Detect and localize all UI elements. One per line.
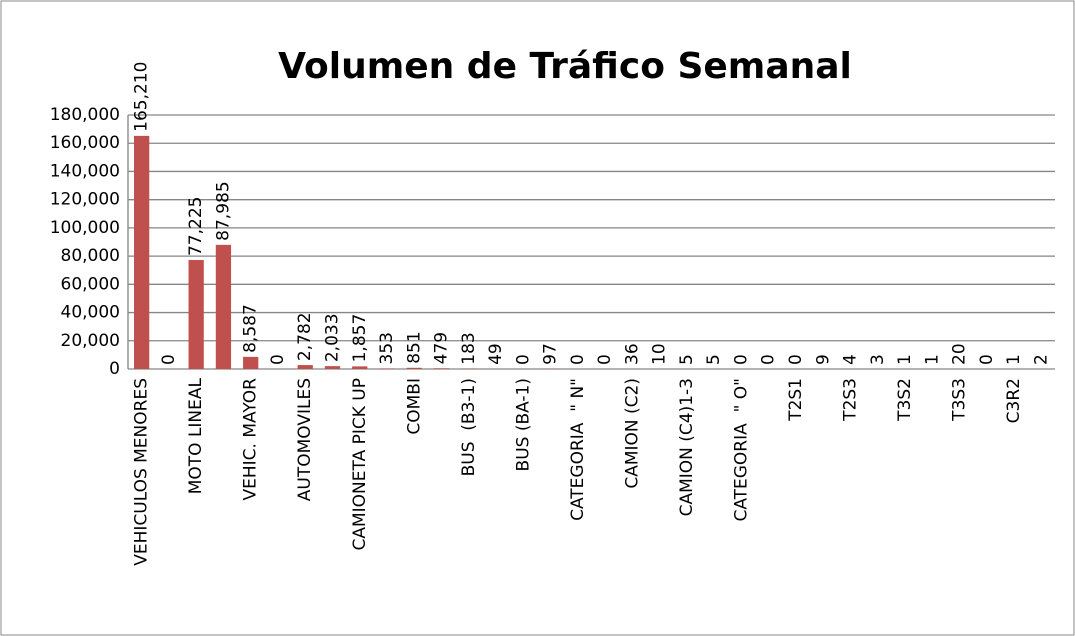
y-tick-label: 80,000 bbox=[61, 246, 120, 266]
data-label: 1 bbox=[895, 354, 915, 365]
data-label: 165,210 bbox=[132, 62, 152, 132]
data-label: 0 bbox=[786, 354, 806, 365]
data-label: 0 bbox=[595, 354, 615, 365]
data-label: 183 bbox=[459, 332, 479, 364]
x-tick-label: T2S3 bbox=[841, 378, 861, 422]
data-label: 77,225 bbox=[186, 197, 206, 256]
data-label: 0 bbox=[977, 354, 997, 365]
data-label: 0 bbox=[268, 354, 288, 365]
x-tick-label: T2S1 bbox=[786, 378, 806, 422]
data-label: 1 bbox=[1004, 354, 1024, 365]
data-label: 87,985 bbox=[213, 181, 233, 240]
bar bbox=[433, 368, 450, 369]
x-tick-label: CAMIONETA PICK UP bbox=[350, 378, 370, 551]
y-tick-label: 140,000 bbox=[50, 161, 120, 181]
y-tick-label: 180,000 bbox=[50, 105, 120, 125]
data-label: 20 bbox=[950, 343, 970, 365]
y-tick-label: 100,000 bbox=[50, 218, 120, 238]
y-tick-label: 20,000 bbox=[61, 331, 120, 351]
x-tick-label: CAMION (C2) bbox=[622, 378, 642, 489]
data-label: 0 bbox=[159, 354, 179, 365]
y-tick-label: 160,000 bbox=[50, 133, 120, 153]
x-tick-label: T3S2 bbox=[895, 378, 915, 422]
data-label: 2 bbox=[1031, 354, 1051, 365]
data-label: 0 bbox=[568, 354, 588, 365]
bar bbox=[324, 366, 341, 369]
data-label: 1,857 bbox=[350, 314, 370, 363]
data-label: 5 bbox=[677, 354, 697, 365]
y-tick-label: 60,000 bbox=[61, 274, 120, 294]
x-tick-label: CAMION (C4)1-3 bbox=[677, 378, 697, 516]
data-label: 97 bbox=[541, 343, 561, 365]
y-tick-label: 0 bbox=[109, 359, 120, 379]
data-label: 9 bbox=[813, 354, 833, 365]
x-tick-label: T3S3 bbox=[950, 378, 970, 422]
x-tick-label: BUS (BA-1) bbox=[513, 378, 533, 471]
x-tick-label: VEHICULOS MENORES bbox=[132, 378, 152, 566]
x-tick-label: VEHIC. MAYOR bbox=[241, 378, 261, 501]
data-label: 8,587 bbox=[241, 304, 261, 353]
y-tick-label: 40,000 bbox=[61, 303, 120, 323]
data-label: 49 bbox=[486, 343, 506, 365]
bar bbox=[297, 365, 313, 369]
data-label: 0 bbox=[731, 354, 751, 365]
data-label: 2,033 bbox=[322, 313, 342, 362]
data-label: 851 bbox=[404, 331, 424, 363]
data-label: 1 bbox=[922, 354, 942, 365]
x-tick-label: CATEGORIA " N" bbox=[568, 378, 588, 521]
bar bbox=[133, 135, 150, 369]
x-tick-label: CATEGORIA " O" bbox=[731, 378, 751, 522]
data-label: 10 bbox=[650, 343, 670, 365]
data-label: 0 bbox=[513, 354, 533, 365]
data-label: 5 bbox=[704, 354, 724, 365]
chart-title: Volumen de Tráfico Semanal bbox=[278, 46, 852, 87]
x-tick-label: MOTO LINEAL bbox=[186, 377, 206, 494]
bar bbox=[215, 244, 232, 369]
x-tick-label: AUTOMOVILES bbox=[295, 378, 315, 501]
data-label: 3 bbox=[868, 354, 888, 365]
data-label: 2,782 bbox=[295, 312, 315, 361]
y-tick-label: 120,000 bbox=[50, 190, 120, 210]
data-label: 4 bbox=[841, 354, 861, 365]
x-tick-label: C3R2 bbox=[1004, 378, 1024, 423]
data-label: 36 bbox=[622, 343, 642, 365]
data-label: 353 bbox=[377, 332, 397, 364]
bar bbox=[406, 367, 422, 369]
bar bbox=[188, 260, 204, 369]
bar bbox=[243, 356, 259, 369]
x-tick-label: COMBI bbox=[404, 378, 424, 435]
data-label: 479 bbox=[432, 332, 452, 364]
bar bbox=[352, 366, 368, 369]
data-label: 0 bbox=[759, 354, 779, 365]
x-tick-label: BUS (B3-1) bbox=[459, 378, 479, 476]
